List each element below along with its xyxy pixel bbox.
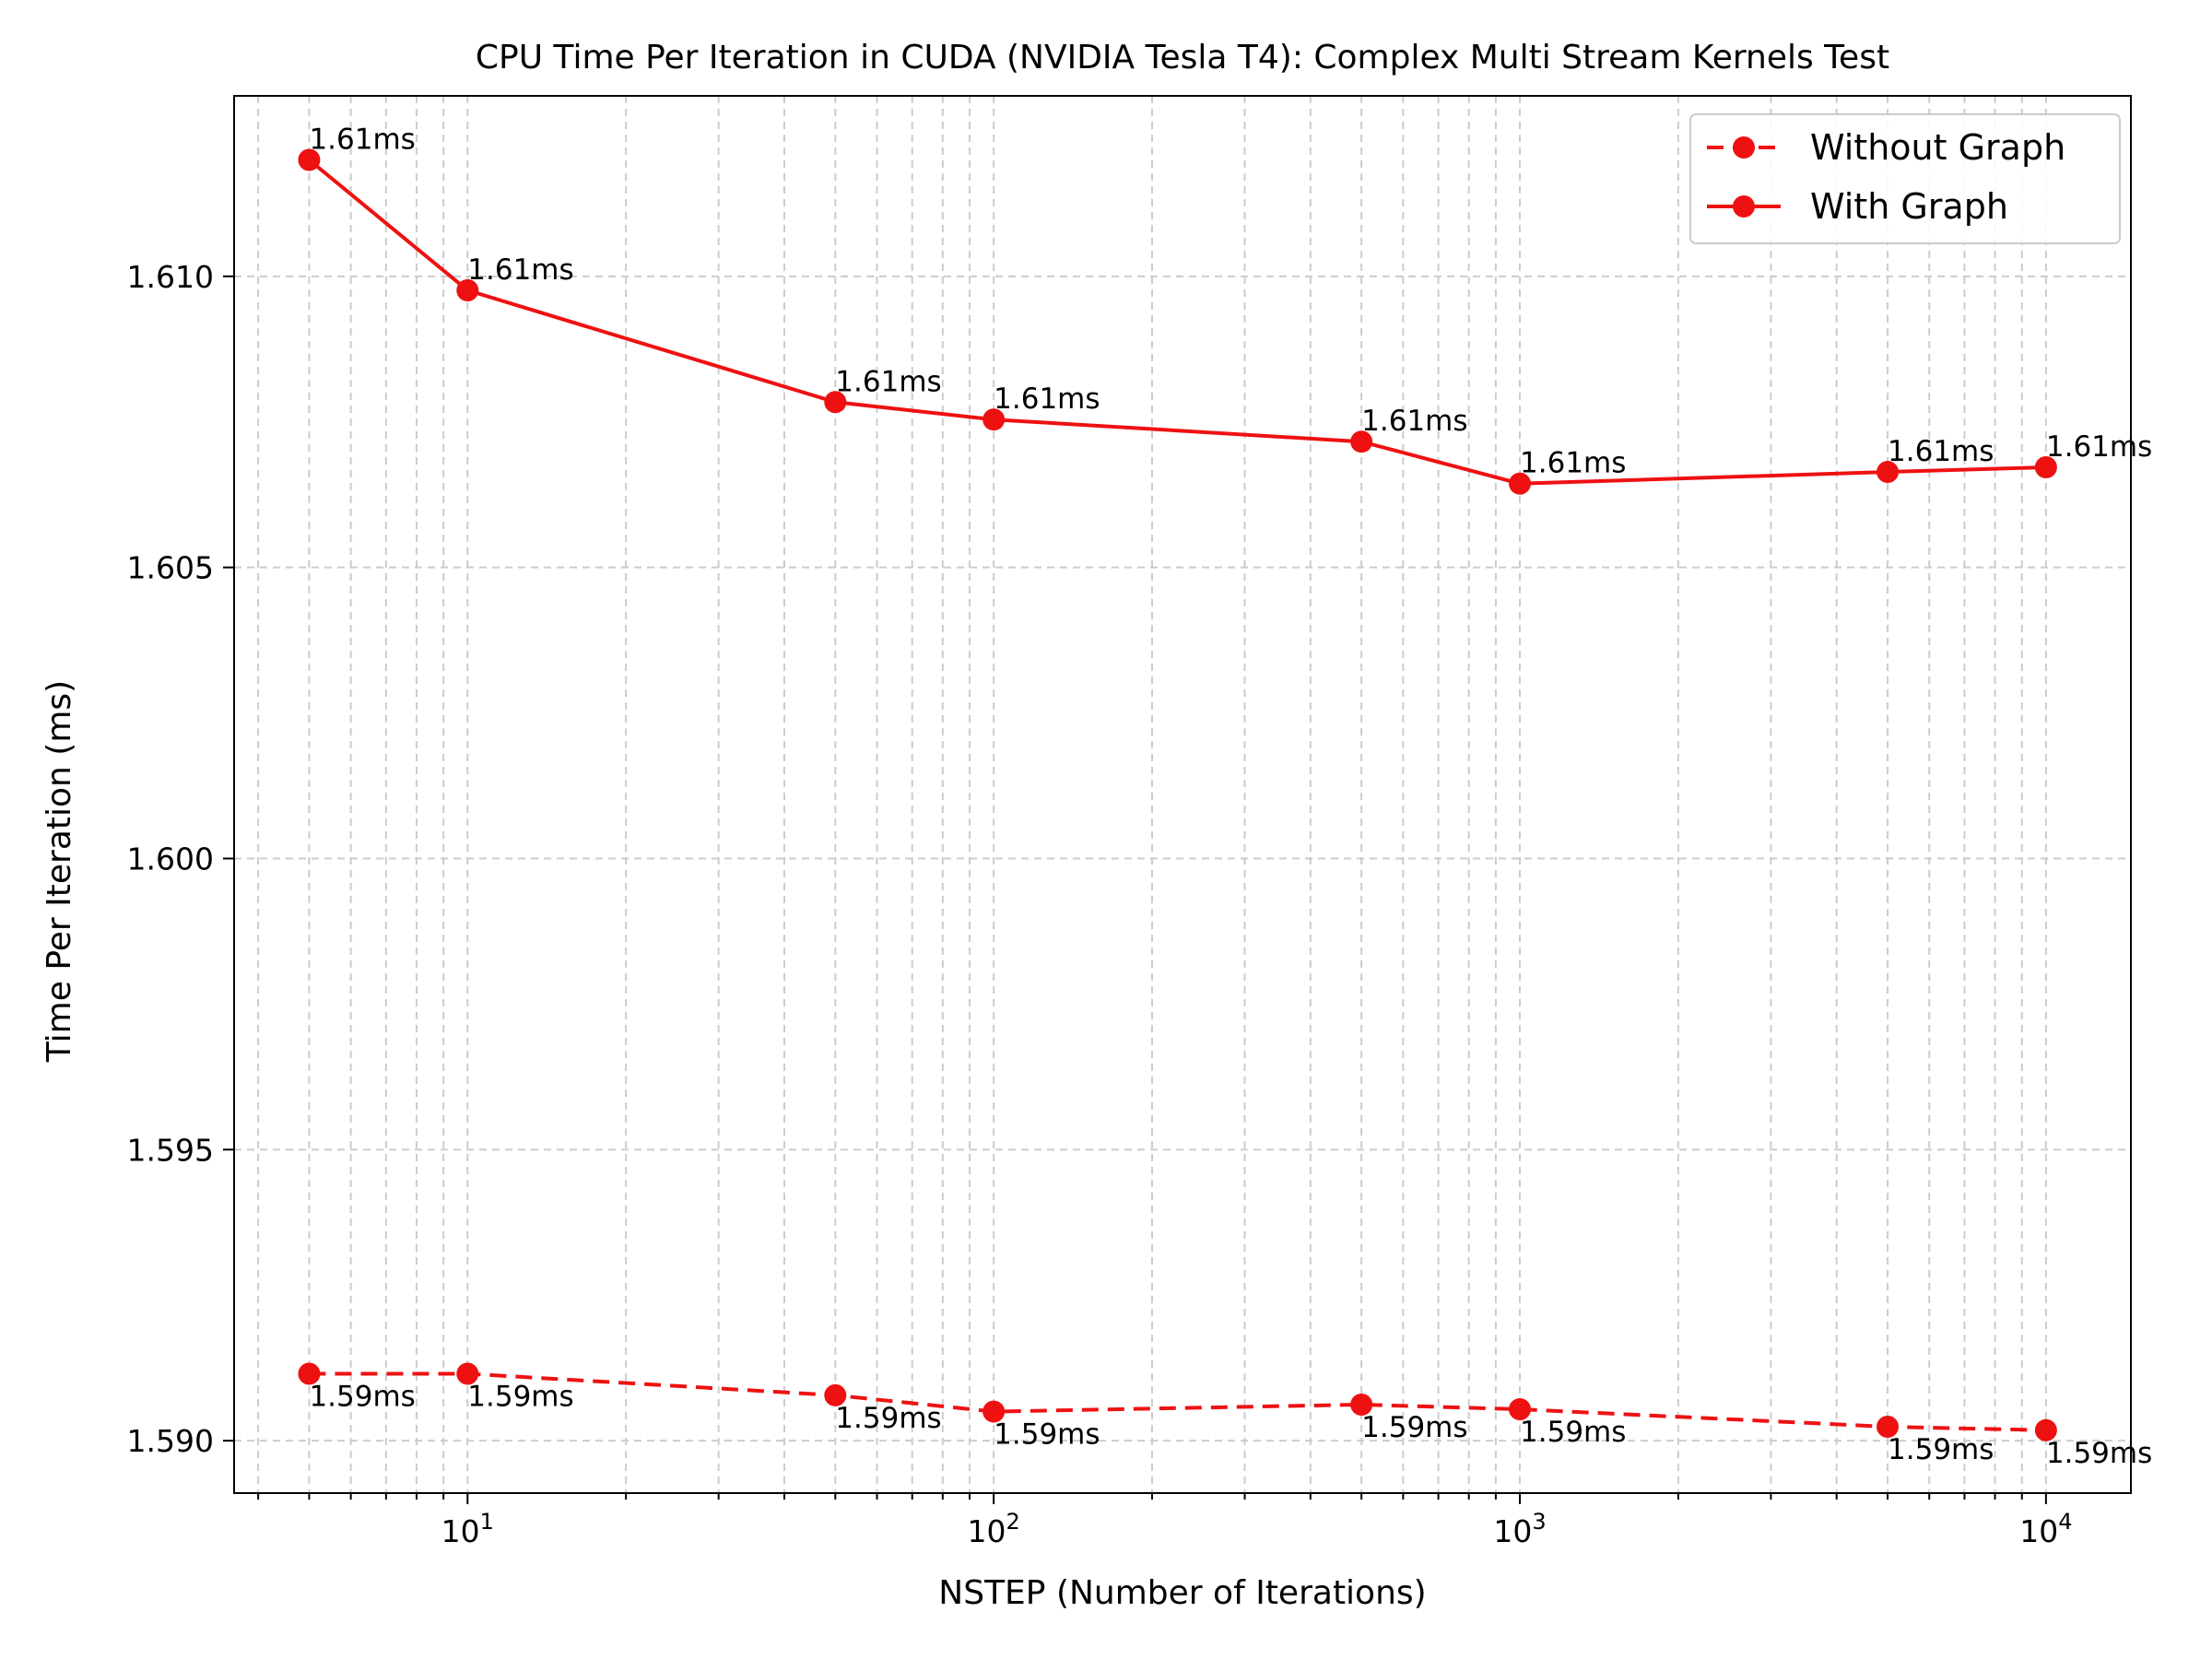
x-tick-base: 10 [2019,1513,2058,1549]
x-tick-exponent: 1 [480,1509,494,1535]
x-axis-label: NSTEP (Number of Iterations) [938,1574,1426,1612]
x-tick-base: 10 [968,1513,1006,1549]
data-point [1509,472,1532,495]
x-tick-base: 10 [441,1513,480,1549]
data-point [298,148,321,171]
legend: Without Graph With Graph [1689,113,2121,244]
data-point [824,391,847,414]
data-point [1877,461,1900,484]
series-line [309,1371,2046,1432]
chart-title: CPU Time Per Iteration in CUDA (NVIDIA T… [476,39,1889,76]
data-point [456,1362,479,1385]
data-label: 1.61ms [309,123,415,156]
data-label: 1.61ms [2046,430,2152,464]
y-tick-label: 1.590 [127,1423,214,1459]
y-tick-label: 1.595 [127,1132,214,1168]
legend-label: With Graph [1810,186,2008,227]
data-point [982,408,1006,431]
data-label: 1.61ms [994,382,1100,416]
y-tick-label: 1.610 [127,259,214,295]
series-layer [298,148,2057,1441]
x-tick-base: 10 [1493,1513,1532,1549]
legend-box [1689,113,2121,244]
data-point [2034,456,2057,479]
data-label: 1.59ms [835,1402,941,1435]
data-point [2034,1418,2057,1441]
data-label: 1.59ms [467,1381,573,1414]
grid [234,96,2131,1493]
x-tick-exponent: 3 [1532,1509,1546,1535]
legend-label: Without Graph [1810,127,2065,168]
y-tick-label: 1.600 [127,841,214,877]
data-label: 1.59ms [309,1381,415,1414]
legend-marker [1733,136,1755,159]
plot-frame [233,95,2132,1494]
data-label: 1.61ms [1361,405,1467,438]
data-point [298,1362,321,1385]
data-label: 1.61ms [835,365,941,398]
data-label: 1.59ms [994,1418,1100,1452]
data-label: 1.59ms [1888,1433,1994,1466]
data-point [1350,430,1373,453]
x-tick-label: 103 [1493,1509,1546,1549]
data-point [982,1400,1006,1423]
x-tick-label: 102 [968,1509,1020,1549]
data-label: 1.59ms [1520,1416,1626,1449]
data-point [456,278,479,301]
x-tick-exponent: 2 [1006,1509,1020,1535]
data-point [1509,1398,1532,1421]
data-label: 1.59ms [2046,1437,2152,1470]
legend-marker [1733,195,1755,218]
x-tick-label: 104 [2019,1509,2072,1549]
x-tick-label: 101 [441,1509,494,1549]
y-tick-label: 1.605 [127,550,214,586]
data-point [1350,1393,1373,1416]
data-label: 1.59ms [1361,1411,1467,1444]
data-label: 1.61ms [1520,447,1626,480]
data-point [824,1383,847,1406]
data-point [1877,1415,1900,1438]
data-labels: 1.59ms 1.59ms 1.59ms 1.59ms 1.59ms 1.59ms 1.59… [309,123,2152,1469]
series-line [308,158,2046,486]
y-axis-label: Time Per Iteration (ms) [41,680,78,1063]
data-label: 1.61ms [1888,435,1994,468]
x-tick-exponent: 4 [2058,1509,2072,1535]
data-label: 1.61ms [467,253,573,287]
